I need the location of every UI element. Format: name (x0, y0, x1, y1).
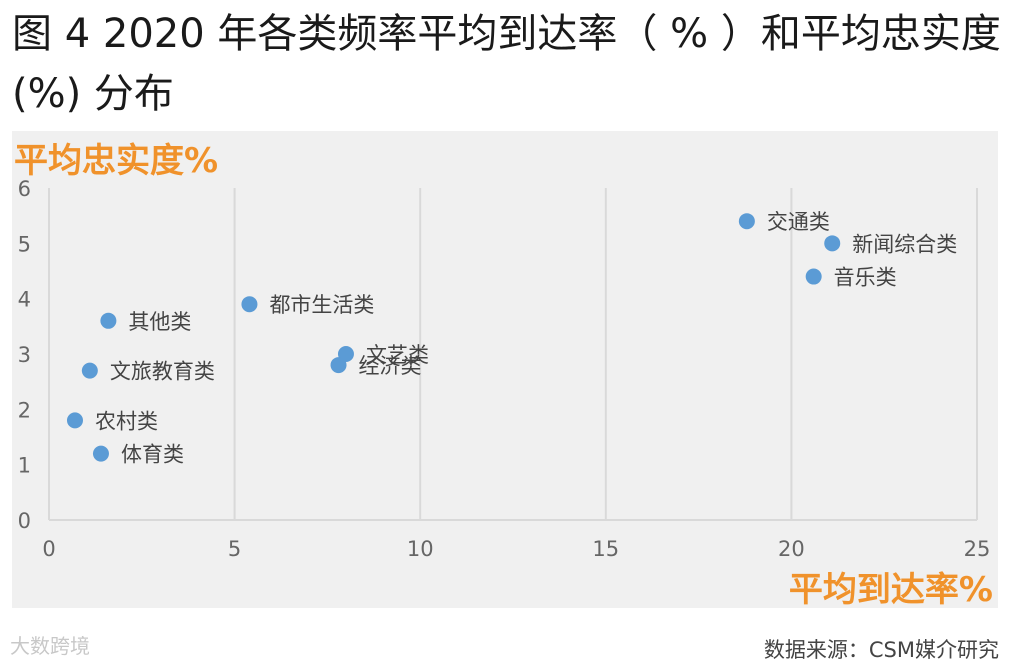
y-tick-label: 0 (18, 509, 31, 533)
grid-lines (233, 188, 978, 520)
x-tick-label: 15 (592, 537, 619, 561)
data-point (738, 213, 755, 230)
y-tick-label: 1 (18, 454, 31, 478)
x-tick-label: 5 (228, 537, 241, 561)
point-label: 体育类 (121, 443, 184, 467)
source-note: 数据来源：CSM媒介研究 (763, 638, 999, 662)
x-axis-label: 平均到达率% (788, 570, 993, 610)
point-label: 文艺类 (366, 343, 429, 367)
point-label: 新闻综合类 (852, 232, 957, 256)
x-tick-label: 25 (964, 537, 991, 561)
x-tick-label: 20 (778, 537, 805, 561)
y-tick-label: 3 (18, 343, 31, 367)
y-tick-label: 2 (18, 398, 31, 422)
x-tick-label: 10 (407, 537, 434, 561)
figure-title: 图 4 2020 年各类频率平均到达率（ % ）和平均忠实度 (%) 分布 (12, 11, 1001, 117)
point-label: 音乐类 (834, 266, 897, 290)
point-label: 都市生活类 (269, 293, 374, 317)
data-point (330, 357, 347, 374)
data-point (824, 235, 841, 252)
data-points (66, 213, 841, 462)
data-point (805, 268, 822, 285)
x-tick-label: 0 (42, 537, 55, 561)
data-point (100, 312, 117, 329)
watermark: 大数跨境 (10, 634, 90, 658)
data-point (92, 445, 109, 462)
point-label: 其他类 (128, 310, 191, 334)
point-label: 文旅教育类 (110, 360, 215, 384)
point-label: 经济类 (359, 354, 422, 378)
y-tick-label: 5 (18, 232, 31, 256)
point-label: 农村类 (95, 409, 158, 433)
data-point (241, 296, 258, 313)
y-tick-label: 4 (18, 288, 31, 312)
axes (48, 188, 977, 521)
data-point (81, 362, 98, 379)
y-axis-label: 平均忠实度% (14, 141, 219, 181)
y-tick-label: 6 (18, 177, 31, 201)
chart-panel (12, 131, 998, 608)
point-label: 交通类 (767, 210, 830, 234)
data-point (66, 412, 83, 429)
tick-labels: 0 5 10 15 20 25 0 1 2 3 4 5 6 (18, 177, 991, 561)
